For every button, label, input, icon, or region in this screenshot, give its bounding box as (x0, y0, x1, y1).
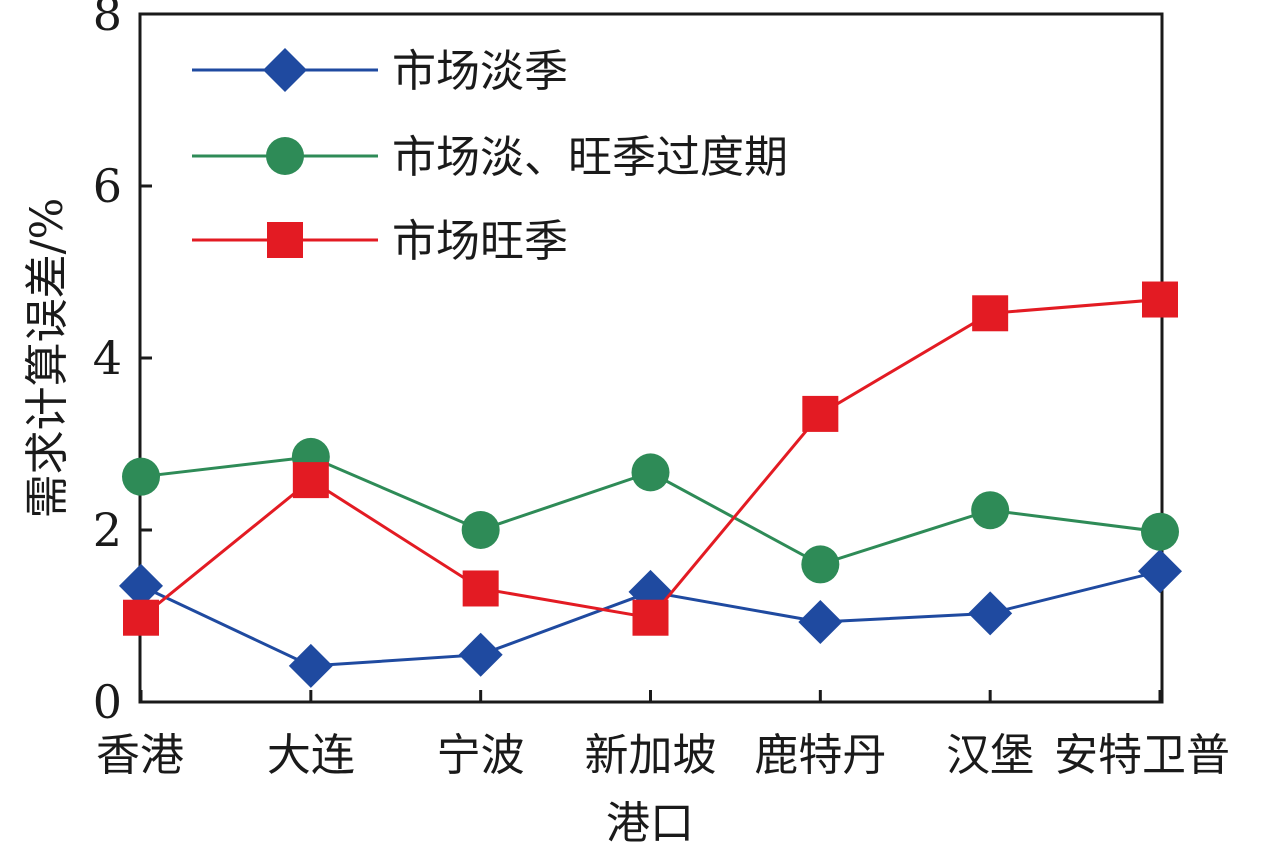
legend-label: 市场旺季 (392, 216, 568, 267)
y-tick-label: 0 (93, 675, 122, 729)
data-point (1141, 512, 1179, 551)
legend-marker (266, 137, 304, 175)
legend-marker (267, 222, 303, 258)
legend-item: 市场淡、旺季过度期 (192, 132, 788, 183)
data-point (462, 570, 499, 607)
data-point (292, 462, 329, 499)
series-circle (122, 437, 1179, 584)
series-diamond (119, 549, 1182, 688)
data-point (288, 643, 333, 688)
x-tick-label: 安特卫普 (1054, 730, 1230, 781)
x-axis-title: 港口 (606, 798, 694, 846)
x-tick-label: 大连 (267, 730, 355, 781)
legend-item: 市场旺季 (192, 216, 568, 267)
data-point (632, 599, 669, 636)
data-point (123, 599, 159, 636)
data-point (801, 545, 840, 584)
y-axis: 0 2 4 6 8 (93, 0, 152, 729)
data-point (972, 295, 1009, 332)
y-tick-label: 6 (93, 159, 122, 213)
y-tick-label: 4 (93, 331, 122, 385)
y-tick-label: 8 (93, 0, 122, 41)
legend-label: 市场淡季 (392, 46, 568, 97)
legend-item: 市场淡季 (192, 46, 568, 97)
y-axis-title: 需求计算误差/% (22, 198, 73, 519)
legend-label: 市场淡、旺季过度期 (392, 132, 788, 183)
data-point (798, 600, 843, 645)
data-point (968, 591, 1013, 636)
x-tick-label: 鹿特丹 (754, 730, 886, 781)
x-tick-label: 新加坡 (585, 730, 717, 781)
series-square (123, 281, 1178, 636)
legend-marker (263, 48, 307, 92)
x-axis: 香港 大连 宁波 新加坡 鹿特丹 汉堡 安特卫普 (96, 690, 1230, 781)
data-point (1138, 549, 1182, 594)
data-point (802, 395, 839, 432)
series-layer (119, 281, 1182, 688)
data-point (461, 511, 500, 549)
data-point (631, 453, 670, 492)
y-tick-label: 2 (93, 503, 122, 557)
x-tick-label: 汉堡 (946, 730, 1034, 781)
data-point (1142, 281, 1178, 318)
data-point (122, 457, 160, 496)
data-point (458, 632, 503, 677)
x-tick-label: 宁波 (437, 730, 525, 781)
x-tick-label: 香港 (96, 730, 184, 781)
data-point (119, 563, 163, 608)
data-point (971, 491, 1010, 530)
